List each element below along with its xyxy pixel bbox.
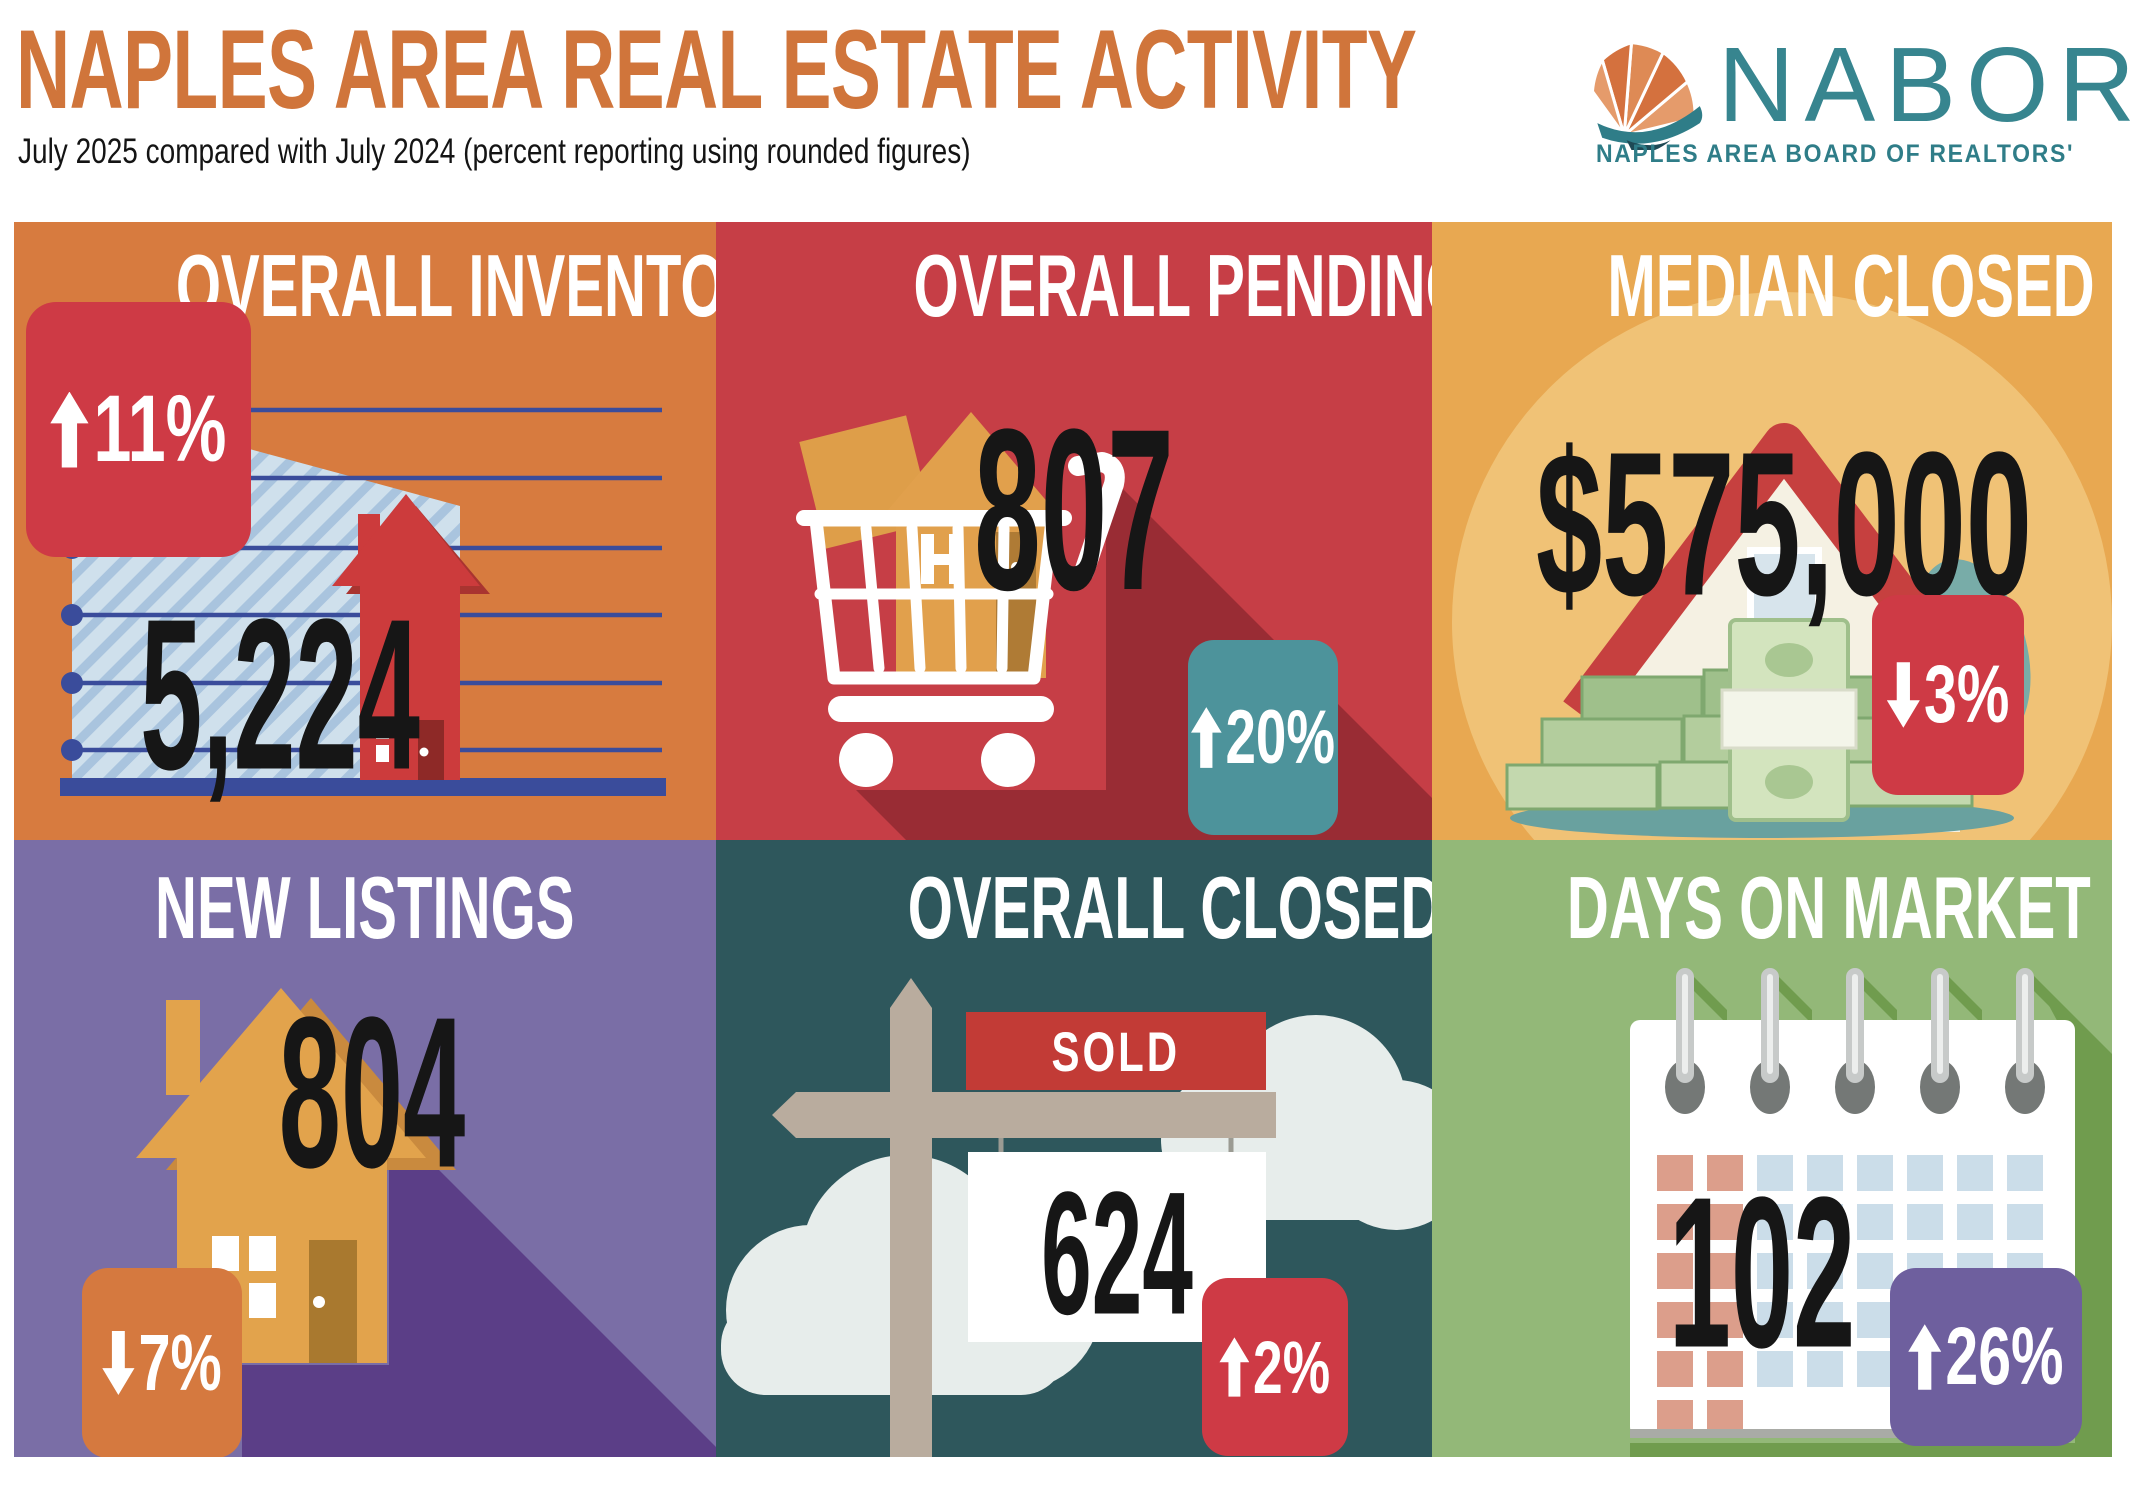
panel-title: OVERALL CLOSED SALES (907, 858, 1432, 957)
trend-arrow-icon (1219, 1337, 1250, 1397)
trend-arrow-icon (1886, 662, 1920, 728)
change-badge: 11% (26, 302, 251, 557)
subtitle: July 2025 compared with July 2024 (perce… (18, 132, 971, 171)
change-percent: 7% (138, 1318, 222, 1407)
metric-value: 102 (1668, 1151, 1856, 1393)
change-percent: 26% (1945, 1311, 2064, 1402)
change-percent: 20% (1225, 695, 1336, 780)
change-percent: 2% (1253, 1325, 1331, 1409)
change-badge: 3% (1872, 595, 2024, 795)
panel-title: DAYS ON MARKET (1566, 858, 2091, 957)
panel-title: OVERALL PENDING SALES (913, 236, 1432, 335)
panel-overall-closed-sales: OVERALL CLOSED SALES SOLD 624 2% (716, 840, 1432, 1457)
trend-arrow-icon (50, 391, 89, 468)
panel-median-closed-price: MEDIAN CLOSED PRICE $575,000 3% (1432, 222, 2112, 840)
metrics-grid: OVERALL INVENTORY 5,224 11% (14, 222, 2112, 1457)
metric-value: 5,224 (140, 573, 420, 815)
change-badge: 7% (82, 1268, 242, 1457)
logo-wordmark: NABOR (1718, 26, 2141, 144)
panel-title: OVERALL INVENTORY (175, 236, 716, 335)
page-title: NAPLES AREA REAL ESTATE ACTIVITY (16, 7, 1417, 132)
metric-value: $575,000 (1536, 409, 2032, 639)
panel-new-listings: NEW LISTINGS 804 7% (14, 840, 716, 1457)
nabor-logo: NABOR NAPLES AREA BOARD OF REALTORS' (1590, 24, 2135, 174)
trend-arrow-icon (1191, 707, 1222, 768)
trend-arrow-icon (102, 1331, 135, 1395)
shell-icon (1590, 40, 1703, 150)
panel-overall-pending-sales: OVERALL PENDING SALES 807 20% (716, 222, 1432, 840)
metric-value: 624 (1041, 1156, 1193, 1352)
panel-title: MEDIAN CLOSED PRICE (1607, 236, 2112, 335)
sold-sign-illustration (721, 978, 1432, 1457)
panel-days-on-market: DAYS ON MARKET 102 26% (1432, 840, 2112, 1457)
change-percent: 3% (1923, 649, 2010, 740)
panel-overall-inventory: OVERALL INVENTORY 5,224 11% (14, 222, 716, 840)
sold-sign-banner: SOLD (966, 1012, 1266, 1090)
trend-arrow-icon (1908, 1324, 1942, 1390)
metric-value: 807 (974, 381, 1174, 638)
change-badge: 26% (1890, 1268, 2082, 1446)
panel-title: NEW LISTINGS (155, 858, 575, 957)
change-badge: 2% (1202, 1278, 1348, 1456)
change-badge: 20% (1188, 640, 1338, 835)
metric-value: 804 (278, 971, 466, 1213)
logo-tagline: NAPLES AREA BOARD OF REALTORS' (1596, 140, 2075, 168)
change-percent: 11% (93, 376, 227, 482)
